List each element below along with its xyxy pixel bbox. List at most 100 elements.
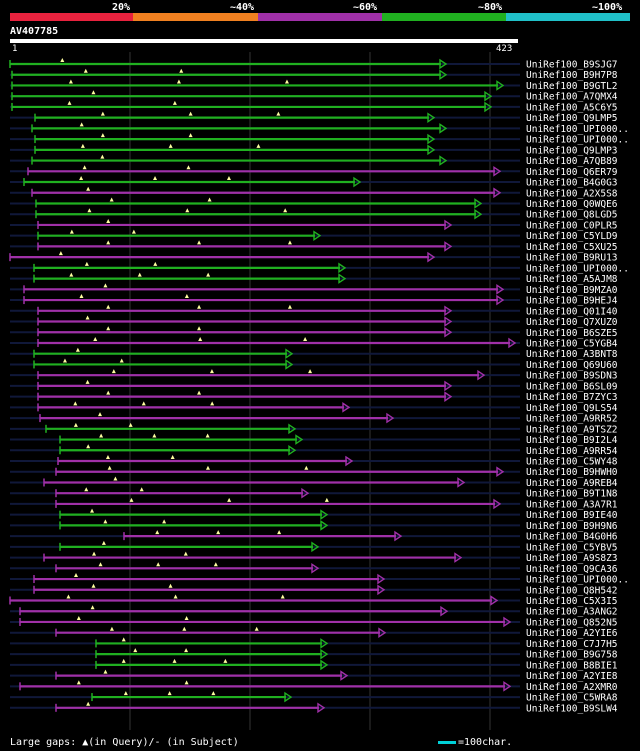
hit-row[interactable]: UniRef100_C5XU25 (10, 240, 618, 253)
hit-row[interactable]: UniRef100_A9RR52 (10, 412, 618, 425)
hit-label[interactable]: UniRef100_A5AJM8 (526, 274, 618, 285)
hit-label[interactable]: UniRef100_Q9LMP5 (526, 113, 618, 124)
hit-row[interactable]: UniRef100_B9IE40 (10, 508, 618, 521)
hit-row[interactable]: UniRef100_A7QB89 (10, 154, 618, 168)
hit-label[interactable]: UniRef100_C5XU25 (526, 242, 618, 253)
hit-label[interactable]: UniRef100_B9GTL2 (526, 81, 618, 92)
hit-row[interactable]: UniRef100_B9MZA0 (10, 283, 618, 296)
hit-label[interactable]: UniRef100_UPI000.. (526, 135, 629, 146)
hit-row[interactable]: UniRef100_Q9LS54 (10, 401, 618, 414)
hit-label[interactable]: UniRef100_A2X5S8 (526, 188, 618, 199)
hit-label[interactable]: UniRef100_C5WRA8 (526, 693, 618, 704)
hit-row[interactable]: UniRef100_Q9LMP5 (10, 111, 618, 125)
hit-row[interactable]: UniRef100_C0PLR5 (10, 218, 618, 232)
hit-label[interactable]: UniRef100_A9RR52 (526, 414, 618, 425)
hit-row[interactable]: UniRef100_B9T1N8 (10, 487, 618, 500)
hit-label[interactable]: UniRef100_A2YIE8 (526, 671, 618, 682)
hit-row[interactable]: UniRef100_UPI000.. (10, 261, 629, 275)
hit-label[interactable]: UniRef100_A9REB4 (526, 478, 618, 489)
hit-row[interactable]: UniRef100_Q9LMP3 (10, 143, 618, 157)
hit-row[interactable]: UniRef100_C5YGB4 (10, 336, 618, 350)
hit-row[interactable]: UniRef100_B9HWH0 (10, 465, 618, 479)
hit-label[interactable]: UniRef100_B9G758 (526, 650, 618, 661)
hit-label[interactable]: UniRef100_C7J7H5 (526, 639, 618, 650)
hit-row[interactable]: UniRef100_B7ZYC3 (10, 390, 618, 404)
hit-label[interactable]: UniRef100_Q9CA36 (526, 564, 618, 575)
hit-row[interactable]: UniRef100_B9RU13 (9, 251, 618, 264)
hit-label[interactable]: UniRef100_C5YBV5 (526, 542, 618, 553)
hit-row[interactable]: UniRef100_Q8H542 (10, 583, 618, 597)
hit-row[interactable]: UniRef100_A3A7R1 (10, 497, 618, 511)
hit-row[interactable]: UniRef100_B9SJG7 (9, 58, 618, 71)
hit-label[interactable]: UniRef100_Q8H542 (526, 585, 618, 596)
hit-row[interactable]: UniRef100_C5YLD9 (10, 229, 618, 243)
hit-row[interactable]: UniRef100_UPI000.. (10, 122, 629, 135)
hit-row[interactable]: UniRef100_Q6ER79 (10, 165, 618, 178)
hit-row[interactable]: UniRef100_A2XMR0 (10, 680, 618, 693)
hit-row[interactable]: UniRef100_Q852N5 (10, 615, 618, 629)
hit-row[interactable]: UniRef100_B4G0G3 (10, 176, 618, 189)
hit-label[interactable]: UniRef100_B9I2L4 (526, 435, 618, 446)
hit-label[interactable]: UniRef100_A9RR54 (526, 446, 618, 457)
hit-row[interactable]: UniRef100_Q8LGD5 (10, 208, 618, 221)
hit-label[interactable]: UniRef100_B4G0H6 (526, 532, 618, 543)
hit-label[interactable]: UniRef100_Q9LS54 (526, 403, 618, 414)
hit-label[interactable]: UniRef100_B9MZA0 (526, 285, 618, 296)
hit-label[interactable]: UniRef100_UPI000.. (526, 575, 629, 586)
hit-row[interactable]: UniRef100_B6SZE5 (10, 326, 618, 339)
hit-row[interactable]: UniRef100_Q0WQE6 (10, 197, 618, 210)
hit-row[interactable]: UniRef100_Q7XUZ0 (10, 315, 618, 329)
hit-row[interactable]: UniRef100_B9I2L4 (10, 433, 618, 447)
hit-label[interactable]: UniRef100_A7QB89 (526, 156, 618, 167)
hit-label[interactable]: UniRef100_B9H7P8 (526, 70, 618, 81)
hit-label[interactable]: UniRef100_B9SLW4 (526, 703, 618, 714)
hit-row[interactable]: UniRef100_C5X3I5 (9, 594, 618, 608)
hit-label[interactable]: UniRef100_B6SL09 (526, 381, 618, 392)
hit-label[interactable]: UniRef100_A9S8Z3 (526, 553, 618, 564)
hit-row[interactable]: UniRef100_A9RR54 (10, 444, 618, 457)
hit-row[interactable]: UniRef100_B9H7P8 (10, 68, 618, 82)
hit-label[interactable]: UniRef100_A3ANG2 (526, 607, 618, 618)
hit-label[interactable]: UniRef100_B4G0G3 (526, 178, 618, 189)
hit-row[interactable]: UniRef100_B6SL09 (10, 379, 618, 393)
hit-row[interactable]: UniRef100_C5YBV5 (10, 540, 618, 554)
hit-label[interactable]: UniRef100_UPI000.. (526, 124, 629, 135)
hit-row[interactable]: UniRef100_A9S8Z3 (10, 551, 618, 565)
hit-label[interactable]: UniRef100_C5YLD9 (526, 231, 618, 242)
hit-row[interactable]: UniRef100_C5WRA8 (10, 691, 618, 704)
hit-row[interactable]: UniRef100_B9G758 (10, 648, 618, 661)
hit-label[interactable]: UniRef100_B8BIE1 (526, 660, 618, 671)
hit-label[interactable]: UniRef100_C5X3I5 (526, 596, 618, 607)
hit-row[interactable]: UniRef100_A3BNT8 (10, 347, 618, 361)
hit-label[interactable]: UniRef100_B9H9N6 (526, 521, 618, 532)
hit-row[interactable]: UniRef100_A5C6Y5 (10, 100, 618, 114)
hit-row[interactable]: UniRef100_B9H9N6 (10, 519, 618, 532)
hit-label[interactable]: UniRef100_Q69U60 (526, 360, 618, 371)
hit-row[interactable]: UniRef100_Q69U60 (10, 358, 618, 371)
hit-row[interactable]: UniRef100_A2X5S8 (10, 186, 618, 200)
hit-row[interactable]: UniRef100_A9REB4 (10, 476, 618, 489)
hit-row[interactable]: UniRef100_A3ANG2 (10, 605, 618, 618)
hit-row[interactable]: UniRef100_B4G0H6 (10, 530, 618, 543)
hit-label[interactable]: UniRef100_C0PLR5 (526, 220, 618, 231)
hit-label[interactable]: UniRef100_B9HWH0 (526, 467, 618, 478)
hit-row[interactable]: UniRef100_B9SDN3 (10, 369, 618, 382)
hit-row[interactable]: UniRef100_C5WY48 (10, 455, 618, 468)
hit-row[interactable]: UniRef100_A2YIE8 (10, 669, 618, 683)
hit-label[interactable]: UniRef100_Q9LMP3 (526, 145, 618, 156)
hit-label[interactable]: UniRef100_A3BNT8 (526, 349, 618, 360)
hit-row[interactable]: UniRef100_B8BIE1 (10, 658, 618, 672)
hit-row[interactable]: UniRef100_B9HEJ4 (10, 294, 618, 307)
hit-label[interactable]: UniRef100_C5YGB4 (526, 338, 618, 349)
hit-row[interactable]: UniRef100_B9SLW4 (10, 701, 618, 715)
hit-label[interactable]: UniRef100_B9SJG7 (526, 60, 618, 71)
hit-label[interactable]: UniRef100_Q852N5 (526, 617, 618, 628)
hit-label[interactable]: UniRef100_A9TSZ2 (526, 424, 618, 435)
hit-label[interactable]: UniRef100_B7ZYC3 (526, 392, 618, 403)
hit-row[interactable]: UniRef100_UPI000.. (10, 133, 629, 146)
hit-label[interactable]: UniRef100_B9SDN3 (526, 371, 618, 382)
hit-label[interactable]: UniRef100_Q6ER79 (526, 167, 618, 178)
hit-label[interactable]: UniRef100_A5C6Y5 (526, 102, 618, 113)
hit-label[interactable]: UniRef100_A2XMR0 (526, 682, 618, 693)
hit-row[interactable]: UniRef100_C7J7H5 (10, 637, 618, 650)
